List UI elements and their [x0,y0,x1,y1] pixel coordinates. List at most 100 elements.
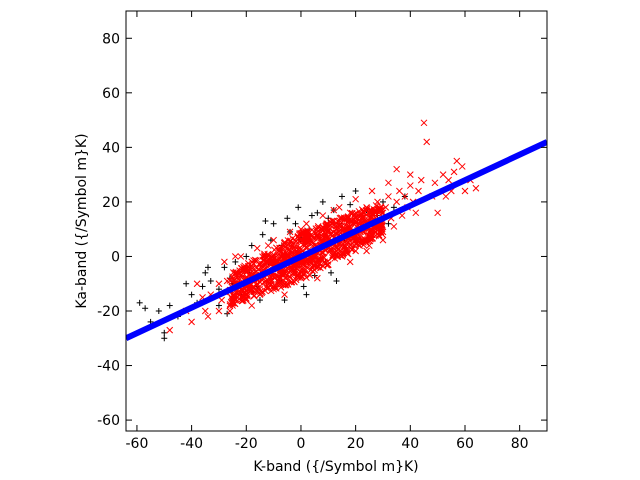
plus-marker-point [142,305,149,312]
x-marker-point [461,187,469,195]
plus-marker-point [379,198,386,205]
x-marker-point [390,223,398,230]
x-marker-point [458,163,466,170]
y-tick-label: -40 [97,359,120,375]
plus-marker-point [202,269,209,276]
plus-marker-point [248,242,255,249]
x-marker-point [393,165,400,173]
x-marker-point [368,187,376,195]
plus-marker-point [352,188,359,194]
x-marker-point [396,187,403,195]
x-marker-point [193,280,201,288]
y-tick-label: -20 [97,304,120,320]
plus-marker-point [199,283,206,290]
x-marker-point [415,187,422,195]
plus-marker-point [262,218,269,224]
x-marker-point [248,302,256,309]
x-marker-point [453,157,461,165]
plus-marker-point [215,302,222,309]
plus-marker-point [155,308,162,314]
plus-marker-point [136,299,143,306]
x-marker-point [431,179,439,187]
x-marker-point [439,171,447,178]
x-marker-point [434,209,442,217]
x-axis-label: K-band ({/Symbol m}K) [253,459,418,475]
axis-ticks: -60 -40 -20 0 20 40 60 80 -60 -40 -20 0 20 40 60 80 [97,11,547,452]
x-marker-point [314,274,321,282]
x-tick-label: 40 [401,436,419,452]
x-marker-point [221,258,228,266]
plus-marker-point [267,237,274,244]
fit-line-layer [126,139,547,341]
plus-marker-point [338,193,345,200]
plus-marker-point [166,302,173,309]
x-marker-point [237,253,245,260]
plus-marker-point [303,291,310,298]
x-marker-point [166,326,174,334]
x-marker-point [201,307,209,315]
plus-marker-point [221,264,228,271]
x-marker-point [215,280,223,288]
y-tick-label: 80 [102,31,120,47]
y-tick-label: 20 [102,195,120,211]
x-marker-point [417,176,425,184]
x-marker-point [406,182,414,189]
x-marker-point [472,184,480,192]
x-marker-point [215,307,223,315]
plus-marker-point [256,297,263,304]
plus-marker-point [347,201,354,208]
y-tick-label: -60 [97,413,120,429]
x-marker-point [423,138,431,146]
x-marker-point [346,258,354,266]
y-axis-label: Ka-band ({/Symbol m}K) [74,133,90,308]
x-marker-point [401,193,409,200]
x-marker-point [385,179,392,187]
x-marker-point [450,168,458,176]
plus-marker-point [232,258,239,265]
x-marker-point [442,193,450,200]
x-marker-point [445,176,452,184]
plus-marker-point [281,297,288,304]
x-marker-point [385,193,392,200]
x-marker-point [218,296,226,304]
plus-marker-point [308,212,315,219]
plus-marker-point [319,198,326,205]
x-marker-point [231,253,239,260]
x-marker-point [335,204,343,211]
x-marker-point [374,198,381,206]
x-marker-point [352,195,359,203]
y-tick-label: 40 [102,140,120,156]
plus-marker-point [390,204,397,211]
plus-marker-point [292,220,299,227]
x-marker-point [226,307,234,315]
x-marker-point [188,318,195,326]
x-marker-point [319,212,327,219]
x-tick-label: 60 [456,436,474,452]
plus-marker-point [243,253,250,260]
x-marker-point [253,244,261,252]
plus-marker-point [205,264,212,271]
x-tick-label: 20 [347,436,365,452]
plot-frame [125,10,548,432]
plus-marker-point [161,335,168,342]
plus-marker-point [300,283,307,290]
x-marker-point [363,247,370,255]
x-tick-label: -20 [235,436,258,452]
x-tick-label: 0 [297,436,306,452]
plus-marker-point [333,278,340,284]
plus-marker-point [385,220,392,227]
plus-marker-point [325,215,332,222]
plus-marker-point [314,209,321,216]
x-marker-point [286,228,294,236]
plus-marker-point [270,220,277,227]
x-tick-label: -40 [180,436,203,452]
y-tick-label: 0 [111,249,120,265]
x-tick-label: -60 [125,436,148,452]
plus-marker-point [284,215,291,222]
y-tick-label: 60 [102,86,120,102]
x-marker-point [406,171,414,178]
x-marker-point [412,209,420,217]
x-marker-point [330,206,338,214]
x-marker-point [393,198,400,206]
